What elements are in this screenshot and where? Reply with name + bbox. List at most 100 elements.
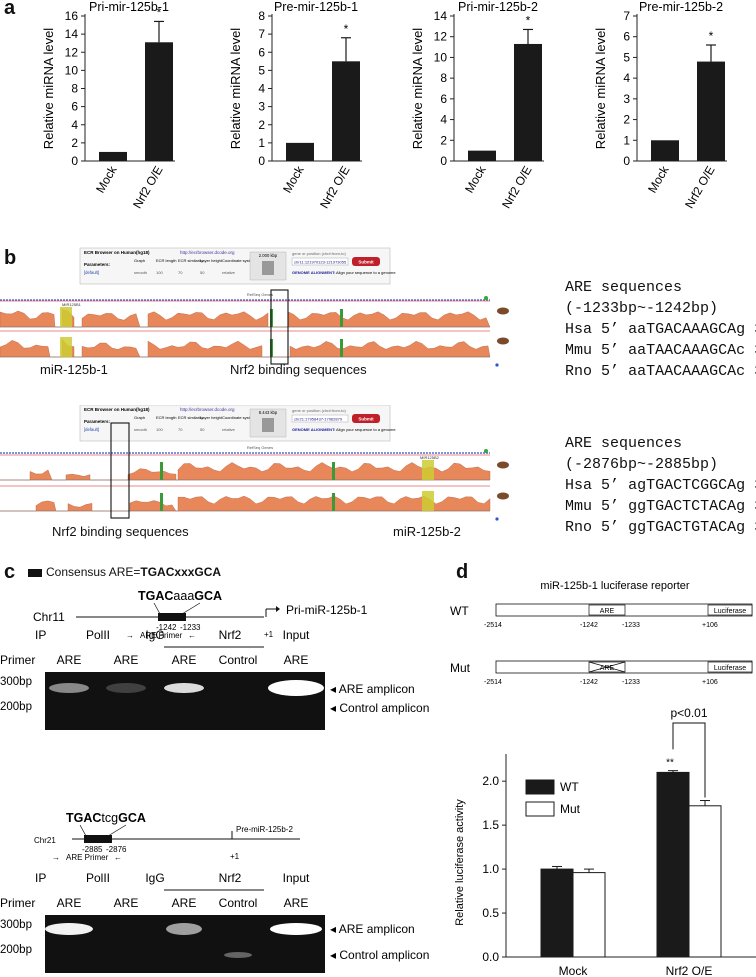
tss-arrow-head [276, 606, 280, 612]
pos-2: -2876 [106, 845, 127, 854]
pos-1: -1242 [156, 623, 177, 632]
are-sequences-bottom: ARE sequences (-2876bp~-2885bp) Hsa 5’ a… [565, 433, 756, 538]
gel-band [224, 952, 252, 958]
ecr-green-marker [332, 493, 335, 511]
chromosome-label: Chr21 [34, 836, 56, 845]
construct-label: WT [450, 604, 469, 618]
ecr-coords: chr21:17958437-17962879 [294, 417, 343, 422]
primer-label: Primer [0, 653, 35, 667]
ecr-col: ECR similarity [178, 415, 203, 420]
seq-sp: Rno [565, 519, 593, 536]
ecr-header: ECR Browser on Human(hg18) http://ecrbrow… [79, 247, 396, 285]
p-value: p<0.01 [670, 706, 707, 720]
y-tick-label: 8 [258, 9, 265, 23]
species-rodent-icon [497, 492, 509, 500]
ecr-col-val: 100 [156, 270, 163, 275]
bar-mut [688, 805, 722, 958]
nrf2-binding-box [110, 422, 130, 519]
primer-col-label: Control [219, 896, 258, 910]
y-tick-label: 4 [623, 71, 630, 85]
ecr-submit-label: Submit [358, 417, 374, 422]
y-tick-label: 0.5 [482, 906, 499, 920]
y-tick-label: 3 [258, 100, 265, 114]
primer-col-label: ARE [172, 896, 197, 910]
control-amplicon-label: ◂ Control amplicon [330, 948, 429, 962]
primer-col-label: ARE [57, 653, 82, 667]
bar-mut [572, 872, 606, 958]
primer-label: Primer [0, 896, 35, 910]
seq-seq: aaTGACAAAGCAg [628, 321, 746, 338]
nrf2-binding-box [270, 289, 289, 365]
construct-label: Mut [450, 661, 471, 675]
ecr-zoom-icon [262, 261, 274, 275]
consensus-are-legend: Consensus ARE=TGACxxxGCA [28, 565, 221, 579]
primer-arrow-left: → [126, 631, 134, 640]
pos-a: -1242 [580, 679, 598, 686]
are-pos-top: (-1233bp~-1242bp) [565, 300, 719, 317]
ecr-mir-id: MIR125B1 [62, 302, 82, 307]
ecr-coords: chr11:121970123-121973055 [294, 260, 347, 265]
ecr-blue-dot-icon [495, 363, 499, 367]
legend-bold2: GCA [194, 565, 222, 579]
mutation-cross [588, 661, 626, 673]
promoter-diagram: TGACaaaGCA Chr11 -1242 -1233 +1 Pri-miR-125b-… [33, 589, 368, 640]
ip-col-label: Input [283, 871, 310, 885]
ecr-genome-alignment: GENOME ALIGNMENT: [292, 427, 335, 432]
pos-b: -1233 [622, 622, 640, 629]
x-tick-label: Nrf2 O/E [666, 964, 713, 977]
y-tick-label: 1 [258, 136, 265, 150]
x-tick-label: Mock [93, 163, 120, 196]
y-tick-label: 0 [623, 154, 630, 168]
y-tick-label: 16 [65, 9, 79, 23]
y-tick-label: 7 [623, 9, 630, 23]
are-amplicon-label: ◂ ARE amplicon [330, 922, 415, 936]
ecr-col: ECR length [156, 258, 176, 263]
ecr-header: ECR Browser on Human(hg18) http://ecrbrow… [79, 405, 396, 442]
marker-200: 200bp [0, 944, 32, 956]
plus-one: +1 [264, 630, 274, 639]
y-tick-label: 2.0 [482, 774, 499, 788]
ecr-browser-bottom: ECR Browser on Human(hg18) http://ecrbrow… [0, 405, 509, 521]
chart-a-3: Pri-mir-125b-2 0 2 4 6 8 10 12 14 Relative miRNA … [410, 0, 544, 211]
chip-gel: IP PolII IgG Nrf2 Input Primer ARE ARE ARE Contro… [0, 628, 429, 730]
gene-label: Pre-miR-125b-2 [236, 825, 293, 834]
significance-star: * [157, 5, 162, 19]
seq-seq: ggTGACTGTACAg [628, 519, 746, 536]
seq-p3: 3’ [754, 498, 756, 515]
ecr-col-val: relative [222, 427, 236, 432]
reporter-construct-wt: WT ARE Luciferase -2514 -1242 -1233 +106 [450, 603, 753, 629]
y-axis-label: Relative miRNA level [41, 28, 56, 149]
ecr-col-val: 50 [200, 270, 205, 275]
pos-2: -1233 [180, 623, 201, 632]
are-legend-swatch [28, 568, 42, 577]
y-tick-label: 4 [71, 118, 78, 132]
chromosome-label: Chr11 [33, 610, 65, 624]
are-title-top: ARE sequences [565, 279, 683, 296]
seq-seq: aaTAACAAAGCAc [628, 363, 746, 380]
significance-star: * [709, 29, 714, 43]
species-rodent-icon [497, 461, 509, 469]
ip-col-label: PolII [86, 871, 110, 885]
callout-line [79, 824, 87, 837]
ecr-col-val: 100 [156, 427, 163, 432]
chip-gel: IP PolII IgG Nrf2 Input Primer ARE ARE ARE Contro… [0, 871, 429, 973]
ecr-col: Graph [134, 415, 145, 420]
pos-c: +106 [702, 622, 718, 629]
ecr-browser-top: ECR Browser on Human(hg18) http://ecrbrow… [0, 247, 509, 367]
significance-star: * [344, 22, 349, 36]
seq-seq: ggTGACTCTACAg [628, 498, 746, 515]
y-tick-label: 1.5 [482, 818, 499, 832]
y-tick-label: 4 [440, 113, 447, 127]
marker-300: 300bp [0, 676, 32, 688]
ecr-col-val: 50 [200, 427, 205, 432]
ecr-green-marker [340, 339, 343, 357]
gel-band [45, 923, 93, 935]
callout-line [181, 602, 201, 615]
y-tick-label: 8 [71, 82, 78, 96]
marker-300: 300bp [0, 919, 32, 931]
legend-bold1: TGAC [140, 565, 175, 579]
ecr-url: http://ecrbrowser.dcode.org [180, 250, 235, 255]
ip-label: IP [35, 628, 46, 642]
y-tick-label: 10 [434, 50, 448, 64]
